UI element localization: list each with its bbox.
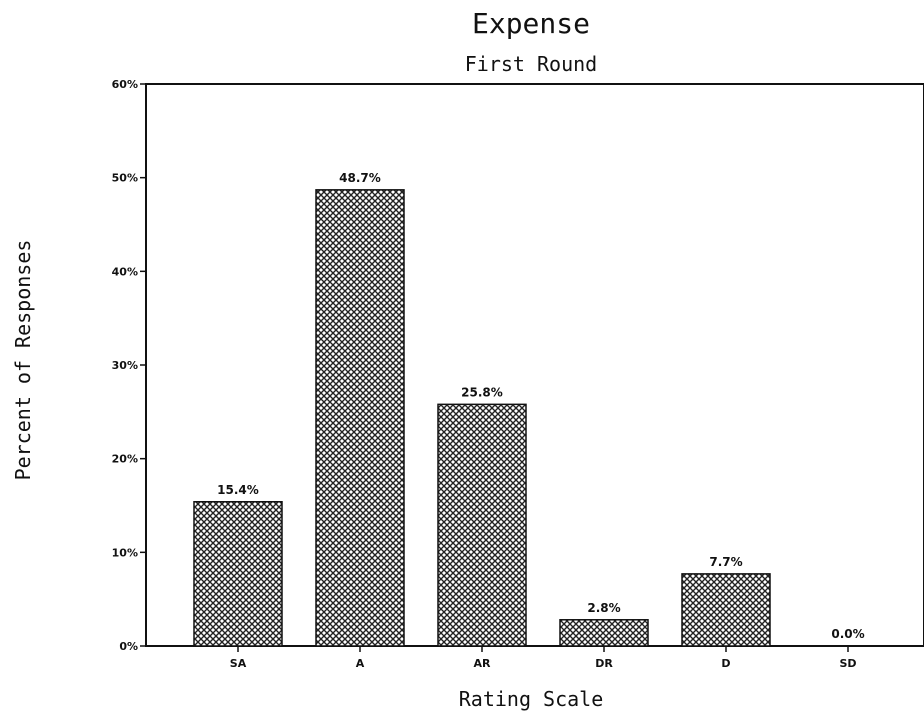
x-tick-label: SD <box>839 657 856 670</box>
x-tick-label: A <box>356 657 365 670</box>
data-label: 2.8% <box>587 601 620 615</box>
chart-subtitle: First Round <box>465 52 597 76</box>
y-tick-label: 0% <box>119 640 138 653</box>
bars-group <box>193 189 771 647</box>
data-label: 25.8% <box>461 385 503 399</box>
bar-dr <box>559 619 649 647</box>
data-label: 15.4% <box>217 483 259 497</box>
data-label: 0.0% <box>831 627 864 641</box>
bar-a <box>315 189 405 647</box>
y-tick-label: 50% <box>112 172 138 185</box>
y-axis-label: Percent of Responses <box>11 240 35 481</box>
x-tick-label: AR <box>474 657 492 670</box>
y-tick-label: 40% <box>112 265 138 278</box>
y-tick-label: 60% <box>112 78 138 91</box>
y-tick-label: 30% <box>112 359 138 372</box>
bar-sa <box>193 501 283 647</box>
y-axis-ticks: 0% 10% 20% 30% 40% 50% 60% <box>112 78 146 653</box>
x-axis-ticks: SA A AR DR D SD <box>230 646 857 670</box>
x-tick-label: SA <box>230 657 247 670</box>
chart-title: Expense <box>472 7 590 40</box>
x-axis-label: Rating Scale <box>459 687 604 711</box>
bar-ar <box>437 403 527 647</box>
data-label: 7.7% <box>709 555 742 569</box>
data-label: 48.7% <box>339 171 381 185</box>
bar-d <box>681 573 771 647</box>
x-tick-label: D <box>721 657 730 670</box>
data-labels-group: 15.4% 48.7% 25.8% 2.8% 7.7% 0.0% <box>217 171 864 641</box>
y-tick-label: 20% <box>112 453 138 466</box>
x-tick-label: DR <box>595 657 613 670</box>
y-tick-label: 10% <box>112 546 138 559</box>
